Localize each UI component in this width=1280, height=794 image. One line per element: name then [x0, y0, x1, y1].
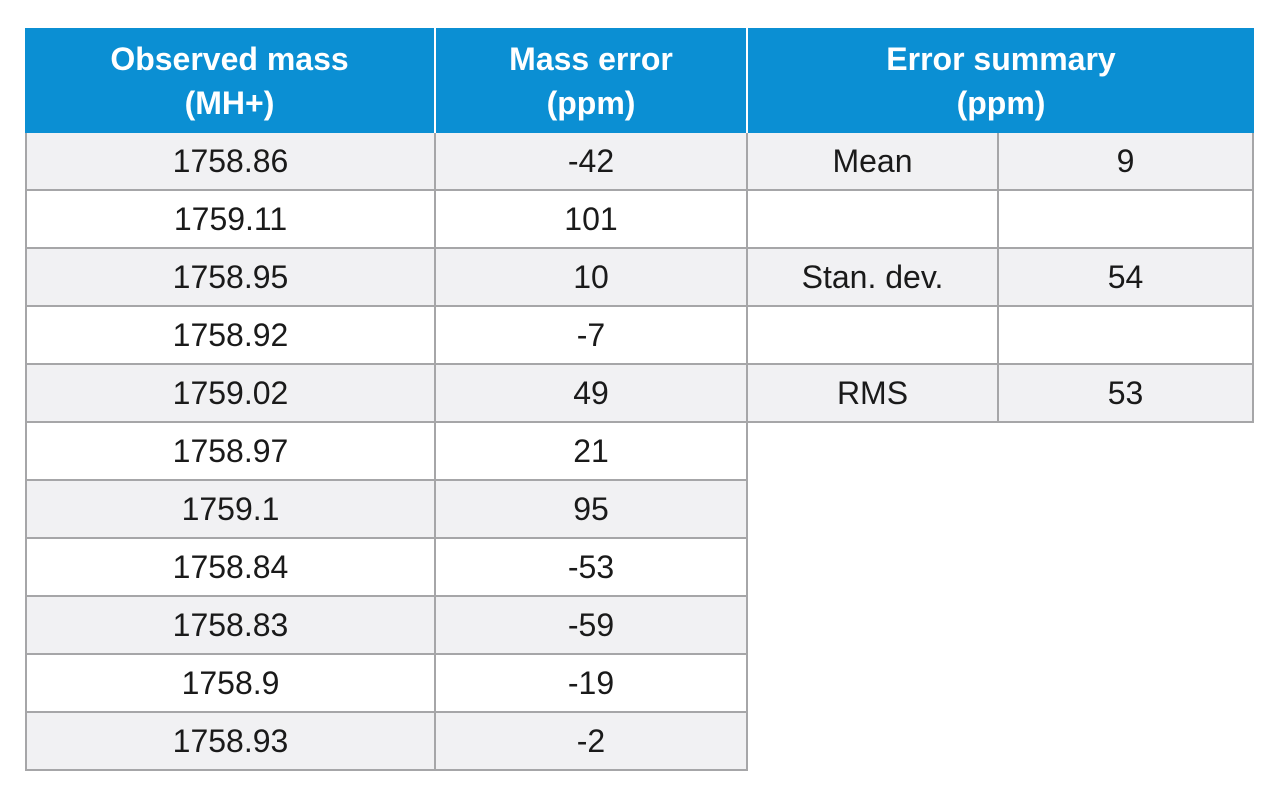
- header-observed-mass: Observed mass (MH+): [25, 28, 436, 133]
- summary-value-cell: 54: [999, 249, 1254, 307]
- mass-error-cell: 95: [436, 481, 748, 539]
- summary-value-cell: 53: [999, 365, 1254, 423]
- observed-mass-cell: 1758.97: [25, 423, 436, 481]
- observed-mass-cell: 1759.1: [25, 481, 436, 539]
- observed-mass-cell: 1758.95: [25, 249, 436, 307]
- header-error-summary-line1: Error summary: [886, 40, 1116, 77]
- summary-label-cell: Stan. dev.: [748, 249, 999, 307]
- mass-error-cell: 101: [436, 191, 748, 249]
- header-observed-mass-line1: Observed mass: [110, 40, 349, 77]
- header-observed-mass-line2: (MH+): [184, 84, 275, 121]
- observed-mass-cell: 1759.11: [25, 191, 436, 249]
- header-mass-error-line1: Mass error: [509, 40, 673, 77]
- mass-error-cell: -2: [436, 713, 748, 771]
- mass-error-cell: -53: [436, 539, 748, 597]
- mass-error-cell: -19: [436, 655, 748, 713]
- summary-value-cell: [999, 307, 1254, 365]
- mass-error-cell: 21: [436, 423, 748, 481]
- observed-mass-cell: 1759.02: [25, 365, 436, 423]
- header-mass-error: Mass error (ppm): [436, 28, 748, 133]
- header-mass-error-line2: (ppm): [546, 84, 636, 121]
- mass-error-cell: -7: [436, 307, 748, 365]
- summary-value-cell: [999, 191, 1254, 249]
- mass-error-cell: -59: [436, 597, 748, 655]
- mass-error-cell: -42: [436, 133, 748, 191]
- summary-label-cell: Mean: [748, 133, 999, 191]
- observed-mass-cell: 1758.86: [25, 133, 436, 191]
- mass-error-cell: 10: [436, 249, 748, 307]
- observed-mass-cell: 1758.93: [25, 713, 436, 771]
- header-error-summary: Error summary (ppm): [748, 28, 1254, 133]
- summary-value-cell: 9: [999, 133, 1254, 191]
- observed-mass-cell: 1758.83: [25, 597, 436, 655]
- summary-label-cell: [748, 191, 999, 249]
- summary-label-cell: [748, 307, 999, 365]
- summary-label-cell: RMS: [748, 365, 999, 423]
- header-error-summary-line2: (ppm): [956, 84, 1046, 121]
- observed-mass-cell: 1758.92: [25, 307, 436, 365]
- observed-mass-cell: 1758.84: [25, 539, 436, 597]
- observed-mass-cell: 1758.9: [25, 655, 436, 713]
- mass-error-cell: 49: [436, 365, 748, 423]
